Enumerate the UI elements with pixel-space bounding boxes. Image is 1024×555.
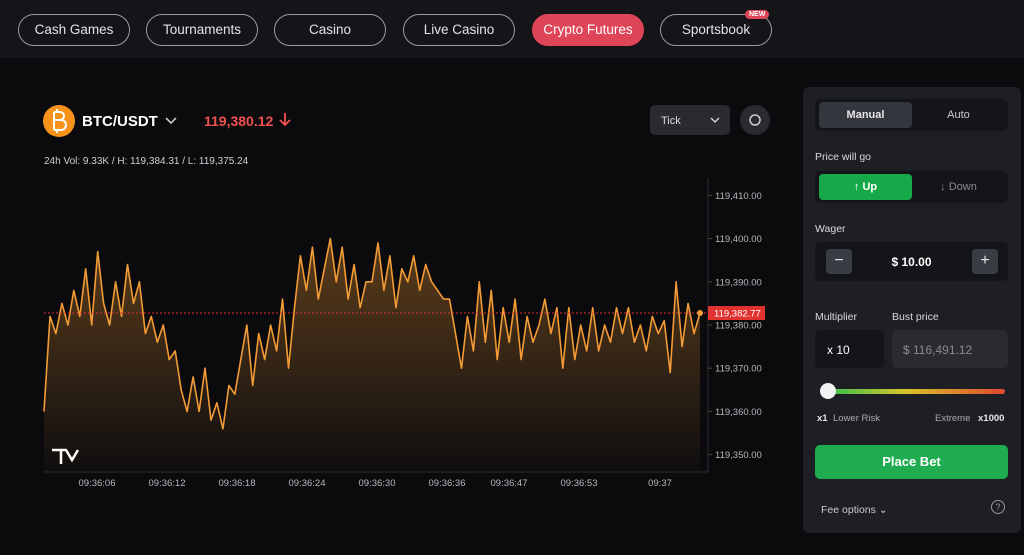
multiplier-value: x 10 xyxy=(827,343,850,357)
mode-manual[interactable]: Manual xyxy=(819,102,912,128)
risk-max: x1000 xyxy=(978,413,1005,424)
x-tick-label: 09:36:24 xyxy=(289,478,326,489)
multiplier-label: Multiplier xyxy=(815,311,858,323)
price: 119,380.12 xyxy=(204,113,274,129)
nav-tab[interactable]: Cash Games xyxy=(18,14,130,46)
y-tick-label: 119,350.00 xyxy=(715,450,762,461)
current-price-label: 119,382.77 xyxy=(714,309,761,320)
x-tick-label: 09:36:36 xyxy=(429,478,466,489)
down-button[interactable]: ↓ Down xyxy=(940,181,977,193)
stats: 24h Vol: 9.33K / H: 119,384.31 / L: 119,… xyxy=(44,156,249,167)
bust-field xyxy=(892,330,1008,368)
resolution-chevron xyxy=(710,117,720,123)
plus-button[interactable]: + xyxy=(972,249,998,274)
slider-knob[interactable] xyxy=(820,383,836,399)
help-icon[interactable]: ? xyxy=(991,500,1005,514)
current-price-box xyxy=(708,306,765,321)
y-tick-label: 119,390.00 xyxy=(715,277,762,288)
up-button[interactable]: ↑ Up xyxy=(819,174,912,200)
down-label: Down xyxy=(948,181,977,193)
up-label: Up xyxy=(862,181,878,193)
risk-max-label: Extreme xyxy=(935,413,971,424)
y-tick-label: 119,380.00 xyxy=(715,321,762,332)
y-tick-label: 119,360.00 xyxy=(715,407,762,418)
down-arrow xyxy=(279,113,291,127)
place-bet-button[interactable]: Place Bet xyxy=(815,445,1008,479)
y-tick-label: 119,410.00 xyxy=(715,191,762,202)
nav-tab[interactable]: Live Casino xyxy=(403,14,515,46)
bust-value: $ 116,491.12 xyxy=(903,343,973,357)
chart: BTC/USDT 119,380.12 24h Vol: 9.33K / H: … xyxy=(43,105,770,489)
wager-label: Wager xyxy=(815,223,846,235)
x-tick-label: 09:36:30 xyxy=(359,478,396,489)
nav-tab[interactable]: Sportsbook xyxy=(660,14,772,46)
top-nav: Cash Games Tournaments Casino Live Casin… xyxy=(0,0,1024,58)
settings-icon xyxy=(749,114,761,126)
bet-panel: Manual Auto Price will go ↑ Up ↓ Down Wa… xyxy=(803,87,1021,533)
nav-tab[interactable]: Crypto Futures xyxy=(532,14,644,46)
minus-button[interactable]: − xyxy=(826,249,852,274)
pair[interactable]: BTC/USDT xyxy=(82,113,158,130)
y-tick-label: 119,400.00 xyxy=(715,234,762,245)
mode-auto[interactable]: Auto xyxy=(947,109,970,121)
nav-tab[interactable]: Casino xyxy=(274,14,386,46)
y-tick-label: 119,370.00 xyxy=(715,364,762,375)
last-point xyxy=(697,310,703,317)
btc-glyph xyxy=(53,109,67,133)
multiplier-input[interactable] xyxy=(815,330,884,368)
fee-options[interactable]: Fee options ⌄ xyxy=(821,504,888,516)
direction-label: Price will go xyxy=(815,151,872,163)
x-tick-label: 09:37 xyxy=(648,478,672,489)
wager-value: $ 10.00 xyxy=(891,255,932,269)
pair-chevron[interactable] xyxy=(165,117,177,125)
x-tick-label: 09:36:06 xyxy=(79,478,116,489)
x-tick-label: 09:36:18 xyxy=(219,478,256,489)
resolution-select[interactable] xyxy=(650,105,730,135)
x-tick-label: 09:36:12 xyxy=(149,478,186,489)
price-area xyxy=(44,238,700,472)
settings-button[interactable] xyxy=(740,105,770,135)
new-badge: NEW xyxy=(745,10,770,19)
nav-tab[interactable]: Tournaments xyxy=(146,14,258,46)
x-tick-label: 09:36:53 xyxy=(561,478,598,489)
resolution[interactable]: Tick xyxy=(661,115,681,127)
risk-min-label: Lower Risk xyxy=(833,413,880,424)
risk-min: x1 xyxy=(817,413,828,424)
bust-label: Bust price xyxy=(892,311,939,323)
price-line xyxy=(43,237,701,430)
x-tick-label: 09:36:47 xyxy=(491,478,528,489)
risk-slider[interactable] xyxy=(823,389,1005,394)
fee-options-label: Fee options xyxy=(821,504,876,516)
